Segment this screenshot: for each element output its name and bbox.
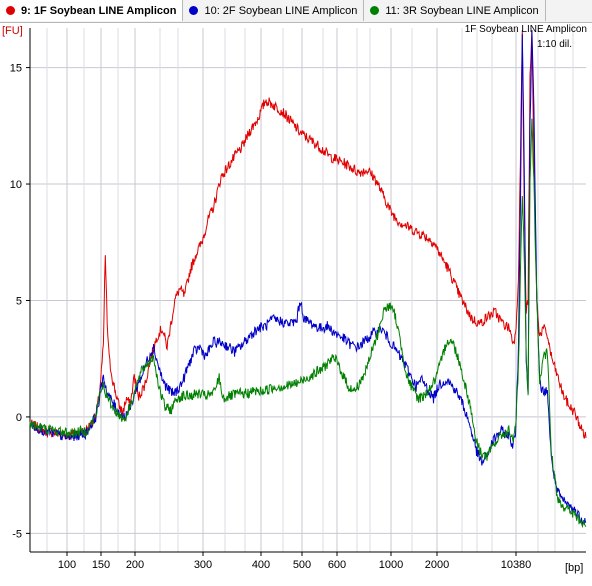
x-axis-unit-label: [bp] [565,562,583,574]
y-axis-unit-label: [FU] [2,25,23,37]
x-tick-label: 150 [92,559,110,571]
sample-tab-bar: 9: 1F Soybean LINE Amplicon 10: 2F Soybe… [0,0,592,23]
x-tick-label: 10380 [501,559,532,571]
series-line-1 [29,30,587,441]
tab-sample-10[interactable]: 10: 2F Soybean LINE Amplicon [183,0,365,21]
x-tick-labels: 100 150 200 300 400 500 600 1000 2000 10380 [58,552,531,571]
y-tick-label: 10 [10,179,22,191]
y-tick-label: -5 [12,528,22,540]
y-tick-labels: 15 10 5 0 -5 [10,63,30,540]
y-tick-label: 5 [16,295,22,307]
annotation-line-2: 1:10 dil. [537,39,572,50]
sample-10-color-dot-icon [189,6,199,15]
annotation-line-1: 1F Soybean LINE Amplicon [465,24,587,35]
x-tick-label: 600 [328,559,346,571]
grid-lines [30,28,586,552]
x-tick-label: 400 [252,559,270,571]
tab-sample-9-label: 9: 1F Soybean LINE Amplicon [21,4,177,17]
tab-sample-11[interactable]: 11: 3R Soybean LINE Amplicon [364,0,546,21]
x-tick-label: 500 [293,559,311,571]
y-tick-label: 15 [10,63,22,75]
tab-sample-10-label: 10: 2F Soybean LINE Amplicon [204,4,358,17]
tab-sample-11-label: 11: 3R Soybean LINE Amplicon [385,4,539,17]
series-lines [29,30,587,529]
series-line-3 [29,118,587,529]
series-line-2 [29,30,587,525]
x-tick-label: 100 [58,559,76,571]
sample-11-color-dot-icon [370,6,380,15]
x-tick-label: 1000 [379,559,403,571]
x-tick-label: 2000 [425,559,449,571]
x-tick-label: 300 [194,559,212,571]
x-tick-label: 200 [126,559,144,571]
y-tick-label: 0 [16,412,22,424]
sample-9-color-dot-icon [6,6,15,15]
tab-sample-9[interactable]: 9: 1F Soybean LINE Amplicon [0,0,184,21]
